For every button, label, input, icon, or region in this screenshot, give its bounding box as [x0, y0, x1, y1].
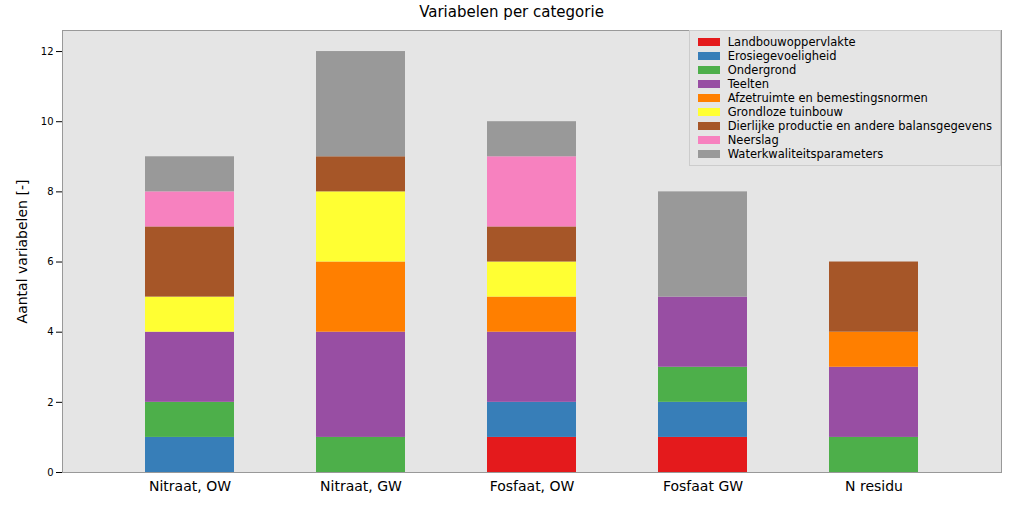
html-text:Ondergrond: Ondergrond — [727, 63, 797, 77]
svg-text:Aantal variabelen [-]: Aantal variabelen [-] — [14, 180, 30, 324]
svg-text:Nitraat, GW: Nitraat, GW — [320, 478, 402, 494]
svg-text:Fosfaat, OW: Fosfaat, OW — [490, 478, 575, 494]
svg-text:0: 0 — [47, 467, 53, 478]
svg-text:12: 12 — [41, 46, 54, 57]
svg-text:4: 4 — [47, 326, 53, 337]
html-text:Grondloze tuinbouw: Grondloze tuinbouw — [727, 105, 843, 119]
html-text:Variabelen per categorie: Variabelen per categorie — [419, 3, 604, 21]
svg-text:8: 8 — [47, 186, 53, 197]
html-text:Landbouwoppervlakte: Landbouwoppervlakte — [727, 35, 856, 49]
html-text:Erosiegevoeligheid: Erosiegevoeligheid — [727, 49, 837, 63]
html-text:Teelten: Teelten — [727, 77, 769, 91]
svg-text:Fosfaat GW: Fosfaat GW — [663, 478, 743, 494]
svg-text:Nitraat, OW: Nitraat, OW — [149, 478, 231, 494]
html-text:Waterkwaliteitsparameters: Waterkwaliteitsparameters — [727, 147, 884, 161]
svg-text:N residu: N residu — [845, 478, 903, 494]
html-text:Neerslag: Neerslag — [727, 133, 779, 147]
svg-text:2: 2 — [47, 397, 53, 408]
svg-text:6: 6 — [47, 256, 53, 267]
svg-text:10: 10 — [41, 116, 54, 127]
html-text:Dierlijke productie en andere: Dierlijke productie en andere balansgege… — [727, 119, 992, 133]
html-text:Afzetruimte en bemestingsnorme: Afzetruimte en bemestingsnormen — [727, 91, 928, 105]
